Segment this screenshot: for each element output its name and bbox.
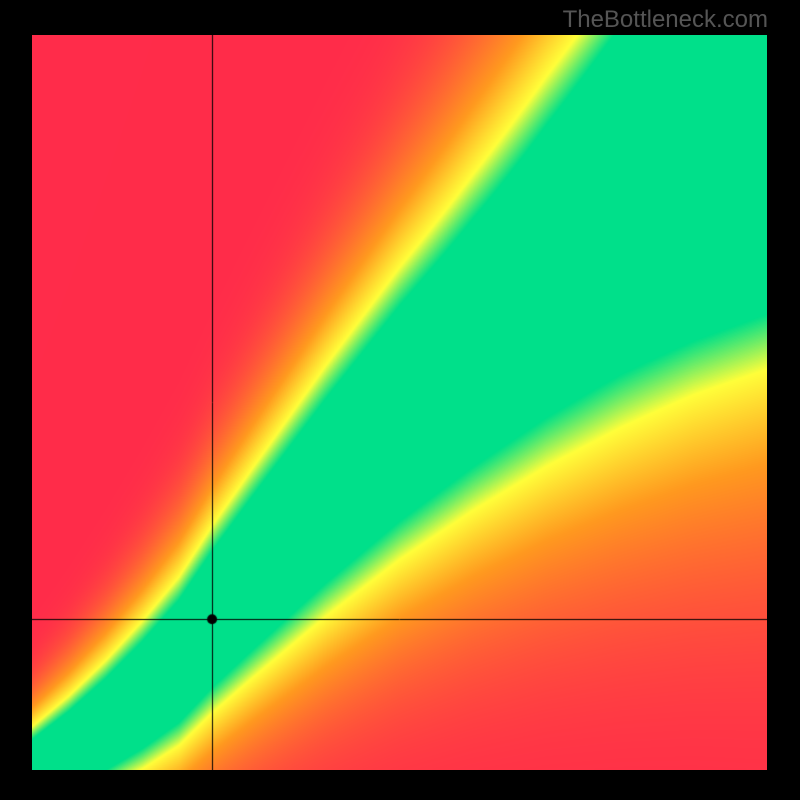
- root: TheBottleneck.com: [0, 0, 800, 800]
- heatmap-canvas: [32, 35, 767, 770]
- attribution-text: TheBottleneck.com: [563, 6, 768, 34]
- plot-frame: [32, 35, 767, 770]
